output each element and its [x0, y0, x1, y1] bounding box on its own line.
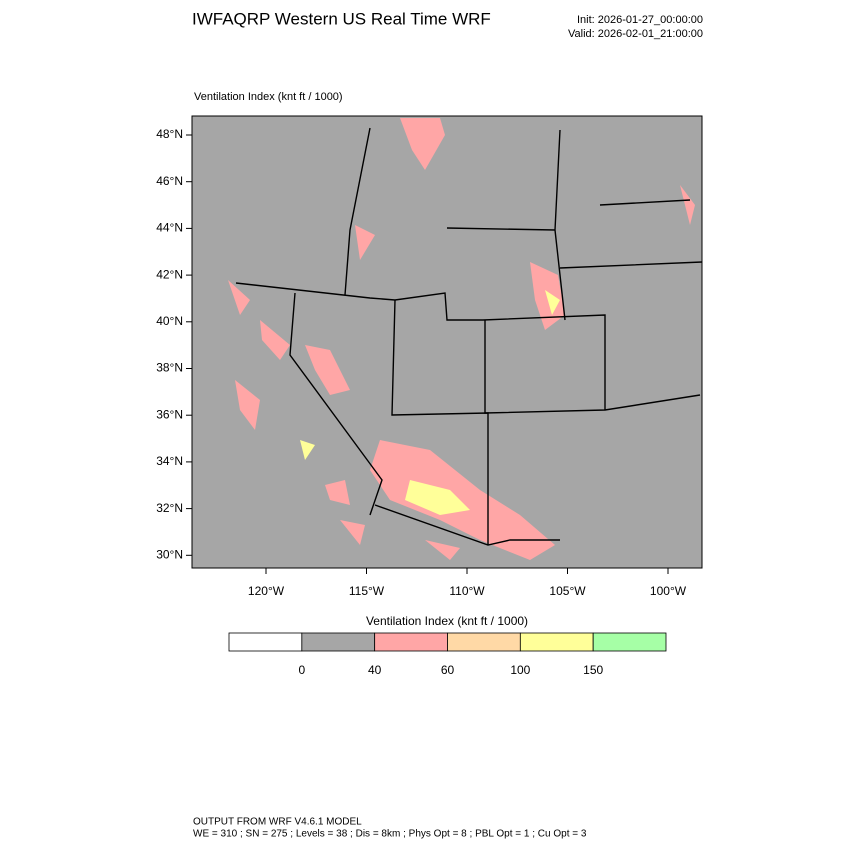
lon-tick-label: 100°W [650, 584, 687, 598]
lat-tick-label: 36°N [156, 407, 183, 421]
colorbar-box [374, 632, 448, 652]
lat-tick-label: 42°N [156, 267, 183, 281]
colorbar-title: Ventilation Index (knt ft / 1000) [366, 614, 528, 628]
colorbar-box [228, 632, 303, 652]
lon-tick-label: 120°W [248, 584, 285, 598]
map [191, 115, 703, 569]
colorbar-box [592, 632, 667, 652]
lat-tick-label: 32°N [156, 501, 183, 515]
lat-tick-label: 30°N [156, 547, 183, 561]
lon-tick-label: 105°W [549, 584, 586, 598]
valid-time: Valid: 2026-02-01_21:00:00 [568, 28, 703, 40]
colorbar-box [301, 632, 376, 652]
title: IWFAQRP Western US Real Time WRF [192, 9, 491, 28]
lon-tick-label: 115°W [349, 584, 385, 598]
init-time: Init: 2026-01-27_00:00:00 [577, 14, 703, 26]
lat-tick-label: 34°N [156, 454, 183, 468]
colorbar-label: 0 [298, 663, 305, 677]
lat-tick-label: 44°N [156, 221, 183, 235]
colorbar-label: 150 [583, 663, 603, 677]
lat-tick-label: 40°N [156, 314, 183, 328]
footer-line: OUTPUT FROM WRF V4.6.1 MODEL [193, 817, 362, 828]
map-label: Ventilation Index (knt ft / 1000) [194, 91, 343, 103]
footer-line: WE = 310 ; SN = 275 ; Levels = 38 ; Dis … [193, 829, 587, 840]
state-borders [235, 127, 703, 546]
lat-tick-label: 38°N [156, 361, 183, 375]
lon-tick-label: 110°W [449, 584, 485, 598]
colorbar-label: 40 [368, 663, 382, 677]
lat-tick-label: 48°N [156, 127, 183, 141]
colorbar-label: 60 [441, 663, 455, 677]
colorbar-box [447, 632, 521, 652]
colorbar-box [519, 632, 594, 652]
lat-tick-label: 46°N [156, 174, 183, 188]
colorbar-label: 100 [510, 663, 530, 677]
